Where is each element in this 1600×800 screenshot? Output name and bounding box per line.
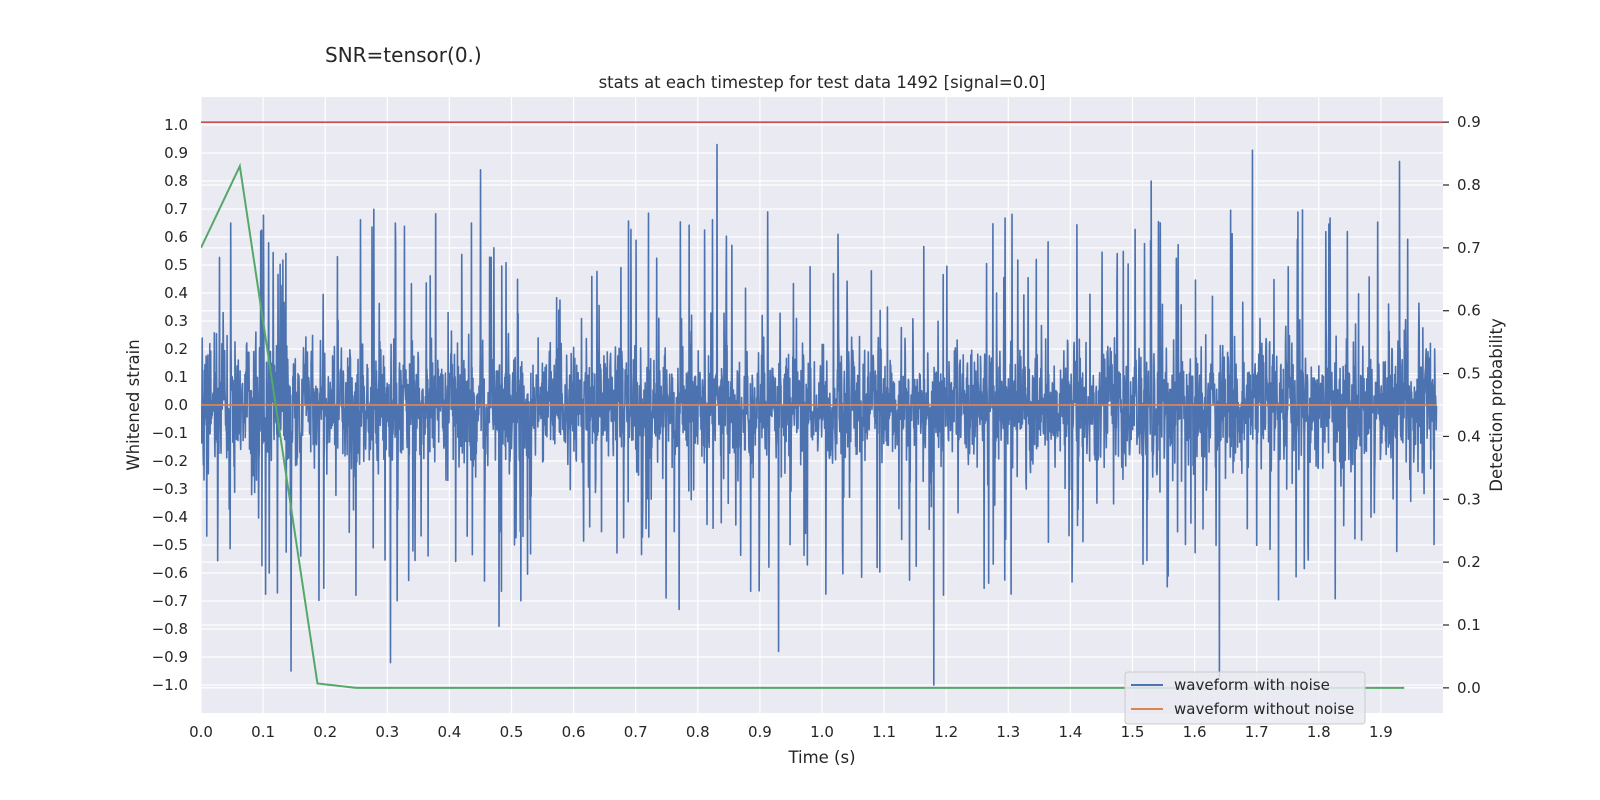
y-tick-label: −0.7 bbox=[152, 592, 188, 610]
legend-label-noise: waveform with noise bbox=[1174, 676, 1330, 694]
x-tick-label: 0.0 bbox=[189, 723, 213, 741]
y2-tick-label: 0.5 bbox=[1457, 365, 1481, 383]
y-tick-label: 0.8 bbox=[164, 172, 188, 190]
x-tick-label: 1.7 bbox=[1245, 723, 1269, 741]
x-tick-label: 1.1 bbox=[872, 723, 896, 741]
x-tick-label: 0.9 bbox=[748, 723, 772, 741]
x-tick-label: 1.0 bbox=[810, 723, 834, 741]
y-tick-label: −0.5 bbox=[152, 536, 188, 554]
legend: waveform with noise waveform without noi… bbox=[1124, 671, 1366, 725]
x-tick-label: 0.2 bbox=[313, 723, 337, 741]
x-tick-label: 1.4 bbox=[1058, 723, 1082, 741]
y2-axis-label: Detection probability bbox=[1487, 318, 1506, 492]
x-tick-label: 1.5 bbox=[1121, 723, 1145, 741]
y-tick-label: −0.4 bbox=[152, 508, 188, 526]
y2-tick-label: 0.0 bbox=[1457, 679, 1481, 697]
y-tick-label: 0.9 bbox=[164, 144, 188, 162]
y-tick-label: −0.9 bbox=[152, 648, 188, 666]
x-tick-label: 0.6 bbox=[562, 723, 586, 741]
x-tick-label: 0.4 bbox=[437, 723, 461, 741]
y-tick-label: 0.2 bbox=[164, 340, 188, 358]
y-tick-label: 0.1 bbox=[164, 368, 188, 386]
x-axis-ticks: 0.0 0.1 0.2 0.3 0.4 0.5 0.6 0.7 0.8 0.9 1.0 1.1 1.2 1… bbox=[189, 723, 1393, 741]
y2-tick-label: 0.6 bbox=[1457, 302, 1481, 320]
x-tick-label: 1.8 bbox=[1307, 723, 1331, 741]
y-tick-label: −1.0 bbox=[152, 676, 188, 694]
y-axis-label: Whitened strain bbox=[124, 339, 143, 470]
legend-frame bbox=[1124, 671, 1366, 725]
x-tick-label: 1.2 bbox=[934, 723, 958, 741]
y-tick-label: −0.8 bbox=[152, 620, 188, 638]
x-tick-label: 0.8 bbox=[686, 723, 710, 741]
y-tick-label: 0.0 bbox=[164, 396, 188, 414]
x-axis-label: Time (s) bbox=[787, 748, 855, 767]
y2-tick-label: 0.7 bbox=[1457, 239, 1481, 257]
x-tick-label: 0.1 bbox=[251, 723, 275, 741]
x-tick-label: 1.9 bbox=[1369, 723, 1393, 741]
y-tick-label: 0.3 bbox=[164, 312, 188, 330]
y-tick-label: −0.2 bbox=[152, 452, 188, 470]
y-tick-label: 0.6 bbox=[164, 228, 188, 246]
y-tick-label: −0.3 bbox=[152, 480, 188, 498]
y-tick-label: 0.7 bbox=[164, 200, 188, 218]
suptitle: SNR=tensor(0.) bbox=[325, 43, 482, 67]
y2-tick-label: 0.2 bbox=[1457, 553, 1481, 571]
x-tick-label: 1.3 bbox=[996, 723, 1020, 741]
y-tick-label: −0.1 bbox=[152, 424, 188, 442]
y2-tick-label: 0.9 bbox=[1457, 113, 1481, 131]
x-tick-label: 0.3 bbox=[375, 723, 399, 741]
y-axis-ticks: 1.0 0.9 0.8 0.7 0.6 0.5 0.4 0.3 0.2 0.1 0.0 −0.1 −0.… bbox=[152, 116, 188, 694]
y2-tick-label: 0.4 bbox=[1457, 427, 1481, 445]
x-tick-label: 1.6 bbox=[1183, 723, 1207, 741]
x-tick-label: 0.5 bbox=[500, 723, 524, 741]
y-tick-label: −0.6 bbox=[152, 564, 188, 582]
x-tick-label: 0.7 bbox=[624, 723, 648, 741]
y-tick-label: 1.0 bbox=[164, 116, 188, 134]
y2-axis-ticks: 0.9 0.8 0.7 0.6 0.5 0.4 0.3 0.2 0.1 0.0 bbox=[1443, 113, 1481, 697]
y2-tick-label: 0.3 bbox=[1457, 490, 1481, 508]
axes-title: stats at each timestep for test data 149… bbox=[599, 73, 1046, 92]
legend-label-clean: waveform without noise bbox=[1174, 700, 1354, 718]
y-tick-label: 0.5 bbox=[164, 256, 188, 274]
y2-tick-label: 0.1 bbox=[1457, 616, 1481, 634]
y2-tick-label: 0.8 bbox=[1457, 176, 1481, 194]
series-detection-probability bbox=[201, 162, 1405, 689]
y-tick-label: 0.4 bbox=[164, 284, 188, 302]
plot-series bbox=[201, 121, 1443, 689]
